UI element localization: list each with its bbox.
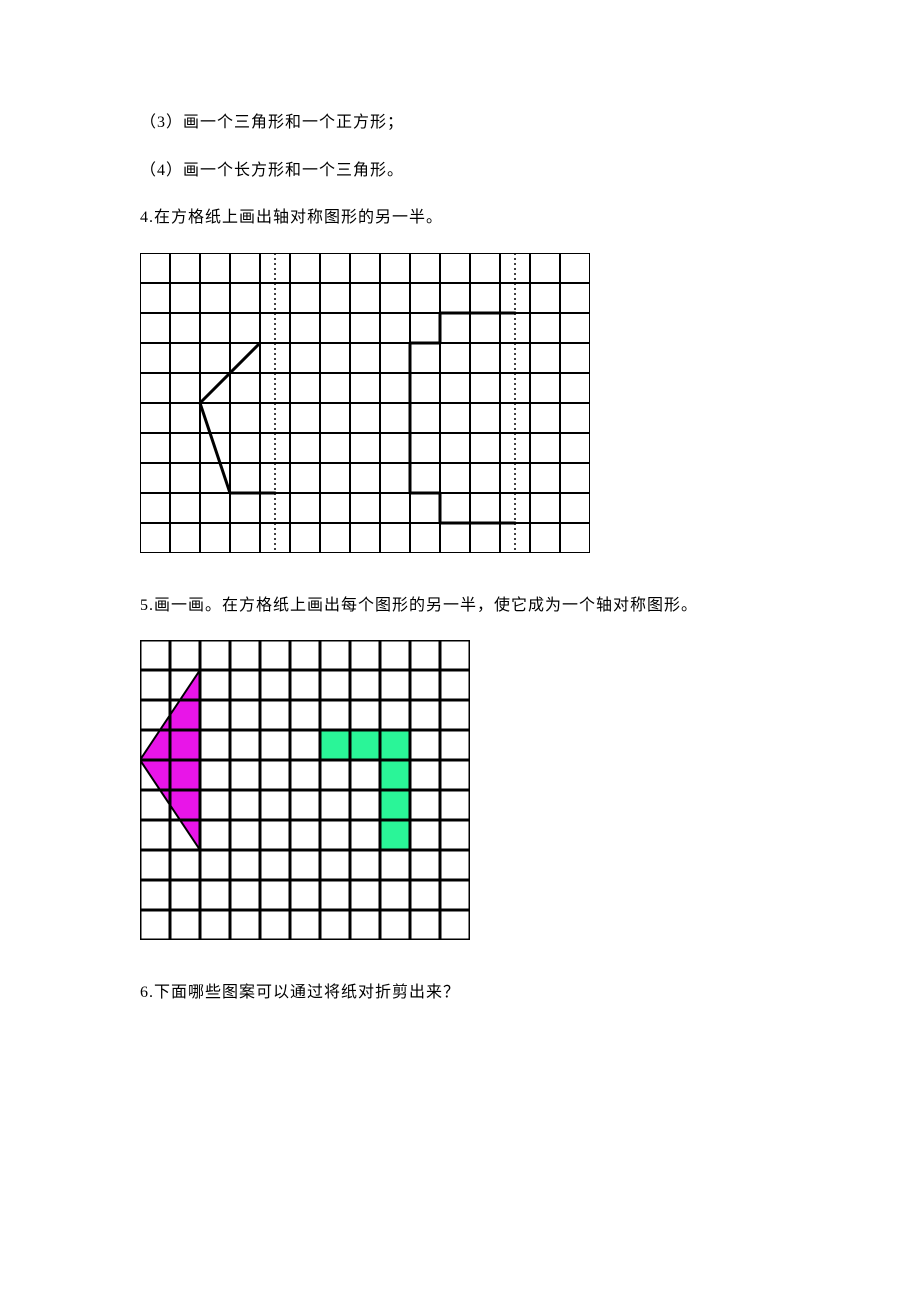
worksheet-page: （3）画一个三角形和一个正方形； （4）画一个长方形和一个三角形。 4.在方格纸… [0,0,920,1088]
question-5-text: 5.画一画。在方格纸上画出每个图形的另一半，使它成为一个轴对称图形。 [140,593,780,619]
grid-figure-1 [140,253,780,553]
question-6-text: 6.下面哪些图案可以通过将纸对折剪出来？ [140,980,780,1006]
grid-figure-2 [140,640,780,940]
question-4-text: 4.在方格纸上画出轴对称图形的另一半。 [140,205,780,231]
question-3-text: （3）画一个三角形和一个正方形； [140,110,780,136]
grid2-svg [140,640,470,940]
question-4-sub-text: （4）画一个长方形和一个三角形。 [140,158,780,184]
grid1-svg [140,253,590,553]
